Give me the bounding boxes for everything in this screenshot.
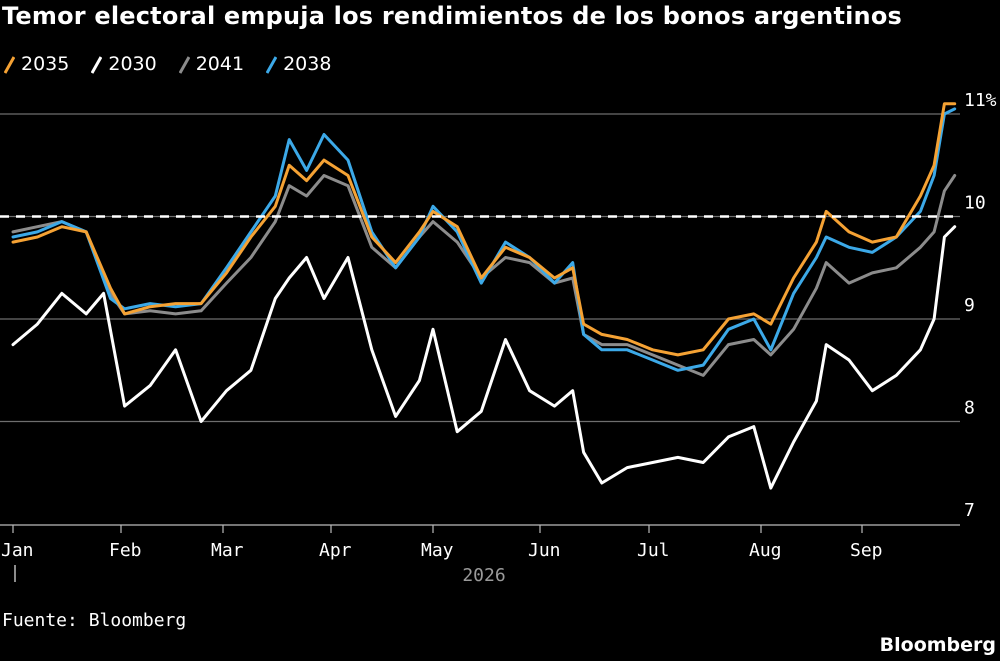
series-line-2038: [11, 107, 957, 372]
legend-item-2035: 2035: [4, 53, 69, 75]
legend-swatch-2035: [4, 54, 15, 74]
x-axis-year-label: 2026: [462, 565, 505, 586]
y-tick-label-7: 7: [964, 500, 975, 521]
y-tick-label-11: 11%: [964, 90, 997, 111]
series-line-2030: [11, 225, 957, 490]
x-axis-ticks: Jan Feb Mar Apr May Jun Jul Aug Sep: [0, 524, 960, 582]
legend-swatch-2030: [91, 54, 103, 74]
y-tick-label-10: 10: [964, 193, 986, 214]
legend-item-2030: 2030: [91, 53, 157, 75]
x-tick-label-jan: Jan: [1, 540, 34, 561]
legend-label-2035: 2035: [21, 53, 70, 75]
y-tick-label-8: 8: [964, 398, 975, 419]
legend-label-2030: 2030: [108, 53, 157, 75]
legend-label-2038: 2038: [283, 53, 332, 75]
x-tick-label-sep: Sep: [850, 540, 883, 561]
y-axis-ticks: 7 8 9 10 11%: [964, 90, 997, 521]
x-tick-label-apr: Apr: [319, 540, 352, 561]
bloomberg-logo: Bloomberg: [879, 634, 996, 656]
x-tick-label-feb: Feb: [109, 540, 142, 561]
series-lines: [11, 102, 957, 490]
legend-label-2041: 2041: [195, 53, 245, 75]
x-tick-label-aug: Aug: [749, 540, 782, 561]
series-line-2041: [11, 174, 957, 377]
legend-swatch-2038: [266, 54, 278, 74]
series-line-2035: [11, 102, 957, 357]
source-note: Fuente: Bloomberg: [2, 610, 187, 631]
y-tick-label-9: 9: [964, 295, 975, 316]
x-tick-label-mar: Mar: [211, 540, 244, 561]
legend: 2035 2030 2041 2038: [4, 50, 353, 78]
legend-swatch-2041: [178, 54, 190, 74]
x-tick-label-may: May: [421, 540, 454, 561]
gridlines: [0, 113, 960, 423]
x-tick-label-jul: Jul: [637, 540, 670, 561]
chart-title: Temor electoral empuja los rendimientos …: [2, 2, 903, 30]
legend-item-2038: 2038: [266, 53, 331, 75]
x-tick-label-jun: Jun: [528, 540, 561, 561]
legend-item-2041: 2041: [178, 53, 245, 75]
